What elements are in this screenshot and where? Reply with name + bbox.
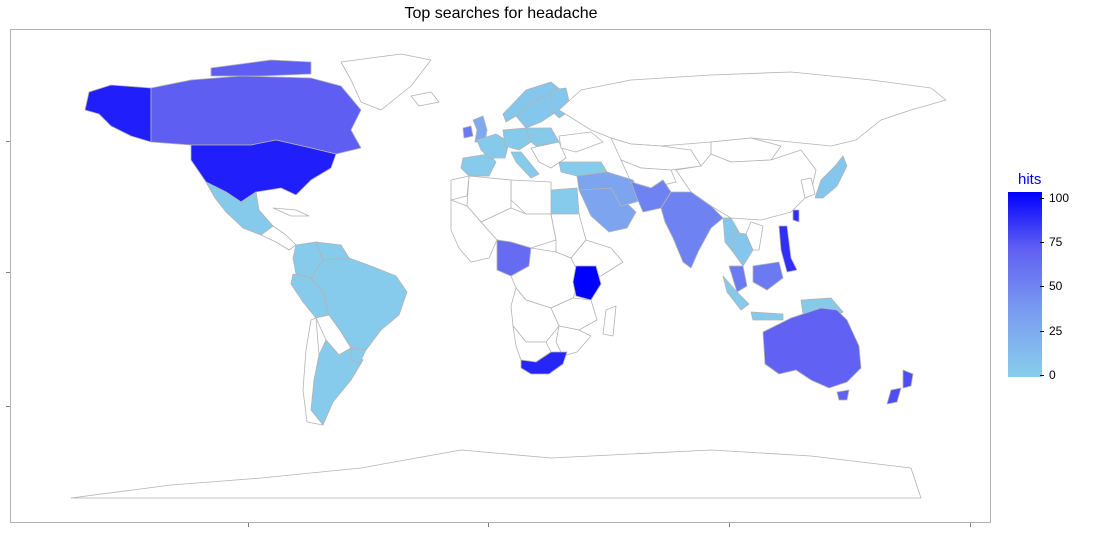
- country-balkans: [530, 141, 567, 169]
- country-malaysia: [728, 265, 748, 293]
- country-poland-etc: [525, 127, 560, 147]
- chart-title: Top searches for headache: [404, 5, 598, 22]
- country-thailand: [732, 231, 754, 267]
- country-ireland: [462, 125, 474, 139]
- country-brazil: [310, 257, 408, 351]
- country-france: [476, 133, 510, 159]
- legend-tick: [1040, 375, 1044, 376]
- color-legend: hits 100 75 50 25 0: [1006, 171, 1096, 386]
- y-axis-tick: [6, 141, 10, 142]
- legend-gradient-bar: [1008, 192, 1042, 377]
- country-java: [750, 311, 784, 321]
- legend-tick: [1040, 198, 1044, 199]
- country-cuba: [272, 207, 310, 217]
- country-italy: [510, 151, 540, 179]
- x-axis-tick: [488, 523, 489, 527]
- country-canada-islands: [210, 59, 312, 77]
- country-china: [675, 149, 817, 221]
- country-russia: [558, 71, 947, 147]
- country-vietnam: [745, 221, 764, 251]
- country-nz-south: [886, 387, 902, 405]
- country-tasmania: [836, 389, 850, 401]
- country-australia: [762, 307, 862, 389]
- legend-label: 25: [1049, 324, 1063, 338]
- country-borneo: [752, 261, 784, 291]
- legend-tick: [1040, 286, 1044, 287]
- country-nz-north: [902, 369, 914, 389]
- legend-label: 50: [1049, 279, 1063, 293]
- legend-tick: [1040, 242, 1044, 243]
- legend-label: 100: [1049, 191, 1070, 205]
- x-axis-tick: [248, 523, 249, 527]
- x-axis-tick: [729, 523, 730, 527]
- country-alaska: [84, 84, 152, 143]
- country-west-africa: [450, 199, 498, 263]
- country-germany: [502, 127, 532, 151]
- map-panel: [10, 29, 991, 523]
- country-mozambique: [555, 325, 592, 357]
- country-south-africa: [520, 351, 568, 375]
- country-morocco: [450, 175, 470, 201]
- country-korea: [800, 177, 816, 199]
- country-kenya: [572, 265, 602, 301]
- world-map: [70, 53, 947, 499]
- legend-title: hits: [1018, 171, 1042, 188]
- legend-label: 0: [1049, 368, 1056, 382]
- country-japan: [814, 155, 848, 199]
- legend-label: 75: [1049, 235, 1063, 249]
- country-madagascar: [602, 305, 617, 337]
- country-iraq-iran: [576, 171, 644, 207]
- country-chile: [302, 317, 324, 426]
- country-iceland: [410, 91, 440, 107]
- country-egypt: [548, 187, 580, 215]
- country-philippines: [778, 225, 798, 273]
- country-antarctica: [70, 449, 922, 499]
- y-axis-tick: [6, 406, 10, 407]
- country-greenland: [340, 53, 432, 111]
- country-india: [660, 191, 724, 269]
- country-sumatra: [722, 275, 750, 311]
- country-libya: [510, 179, 552, 215]
- legend-tick: [1040, 331, 1044, 332]
- country-ukraine: [558, 131, 604, 153]
- country-uruguay: [350, 347, 367, 365]
- country-canada: [150, 75, 362, 155]
- country-taiwan: [792, 209, 800, 223]
- y-axis-tick: [6, 272, 10, 273]
- x-axis-tick: [970, 523, 971, 527]
